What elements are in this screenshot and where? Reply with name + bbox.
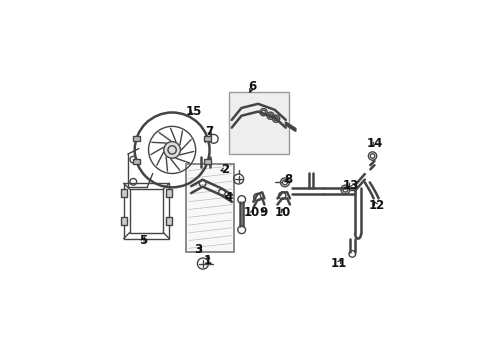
Bar bbox=[123, 183, 170, 239]
Text: 7: 7 bbox=[205, 125, 214, 138]
Text: 2: 2 bbox=[220, 163, 229, 176]
Bar bbox=[133, 159, 140, 164]
Bar bbox=[121, 189, 127, 197]
Text: 1: 1 bbox=[204, 254, 212, 267]
Text: 3: 3 bbox=[195, 243, 202, 256]
Text: 14: 14 bbox=[367, 137, 383, 150]
Circle shape bbox=[164, 141, 180, 158]
Text: 9: 9 bbox=[260, 206, 268, 219]
Bar bbox=[121, 217, 127, 225]
Text: 6: 6 bbox=[248, 80, 257, 93]
Text: 8: 8 bbox=[284, 173, 293, 186]
Text: 12: 12 bbox=[368, 199, 385, 212]
Bar bbox=[204, 159, 211, 164]
Bar bbox=[186, 164, 235, 252]
Text: 10: 10 bbox=[275, 206, 291, 219]
FancyBboxPatch shape bbox=[229, 92, 289, 154]
Text: 11: 11 bbox=[330, 257, 346, 270]
Bar bbox=[166, 189, 172, 197]
Text: 13: 13 bbox=[342, 179, 359, 192]
Text: 5: 5 bbox=[139, 234, 147, 247]
Bar bbox=[130, 189, 163, 233]
Bar bbox=[204, 136, 211, 141]
Text: 4: 4 bbox=[224, 190, 233, 203]
Bar bbox=[166, 217, 172, 225]
Text: 15: 15 bbox=[186, 105, 202, 118]
Bar bbox=[133, 136, 140, 141]
Text: 10: 10 bbox=[244, 206, 260, 219]
